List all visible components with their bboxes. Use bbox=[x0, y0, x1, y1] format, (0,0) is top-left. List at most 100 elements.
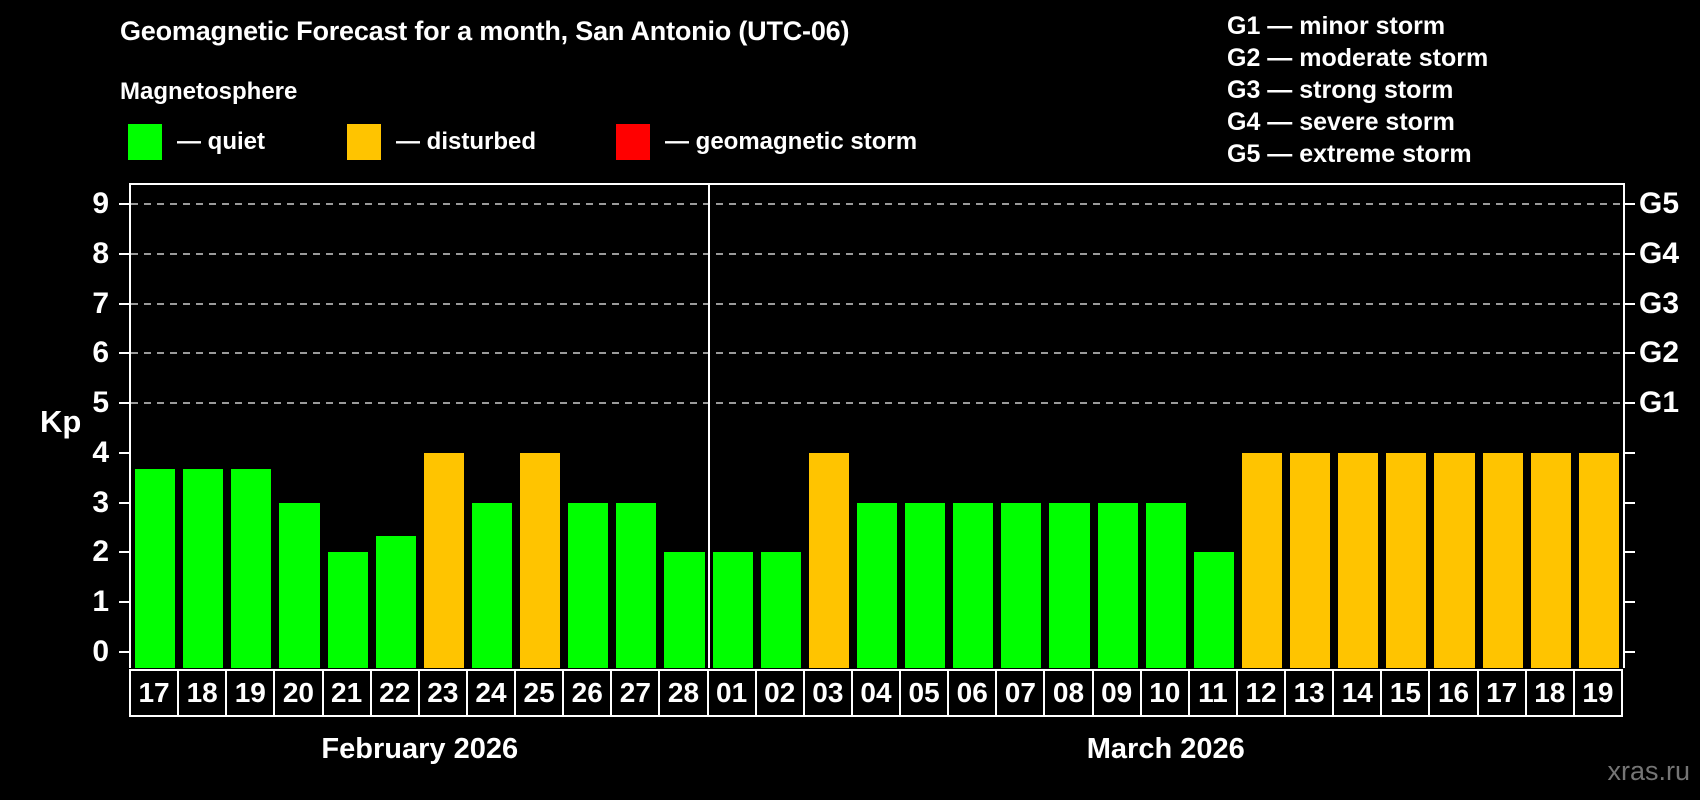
y-tick bbox=[119, 501, 131, 504]
right-axis-label-g2: G2 bbox=[1639, 336, 1680, 370]
y-tick-label: 3 bbox=[92, 485, 109, 519]
g-scale-legend: G1 — minor storm G2 — moderate storm G3 … bbox=[1227, 10, 1488, 170]
kp-bar-day-15 bbox=[1386, 452, 1427, 668]
y-tick bbox=[119, 352, 131, 355]
date-cell-04: 04 bbox=[850, 669, 902, 717]
legend-item-label: — disturbed bbox=[396, 128, 537, 155]
legend-item-label: — geomagnetic storm bbox=[665, 128, 918, 155]
disturbed-color-swatch bbox=[347, 124, 381, 160]
kp-bar-day-14 bbox=[1338, 452, 1379, 668]
y-tick bbox=[119, 651, 131, 653]
date-cell-11: 11 bbox=[1187, 669, 1238, 717]
kp-bar-day-18 bbox=[183, 469, 224, 668]
kp-bar-day-05 bbox=[905, 502, 946, 668]
magnetosphere-label: Magnetosphere bbox=[120, 78, 298, 105]
y-tick bbox=[119, 252, 131, 255]
date-cell-22: 22 bbox=[369, 669, 420, 717]
gridline-g2 bbox=[131, 352, 1623, 355]
y-tick bbox=[1623, 601, 1635, 604]
kp-bar-day-22 bbox=[375, 536, 416, 668]
y-tick bbox=[119, 601, 131, 604]
kp-bar-day-03 bbox=[808, 452, 849, 668]
y-tick-label: 1 bbox=[92, 585, 109, 619]
g4-legend-line: G4 — severe storm bbox=[1227, 108, 1455, 136]
kp-bar-day-01 bbox=[712, 552, 753, 668]
date-cell-25: 25 bbox=[514, 669, 565, 717]
kp-bar-day-17 bbox=[135, 469, 176, 668]
y-tick-label: 6 bbox=[92, 336, 109, 370]
month-label: February 2026 bbox=[321, 733, 519, 765]
y-tick bbox=[1623, 501, 1635, 504]
kp-bar-day-28 bbox=[664, 552, 705, 668]
date-cell-07: 07 bbox=[995, 669, 1046, 717]
date-cell-19: 19 bbox=[225, 669, 276, 717]
kp-bar-day-19 bbox=[1578, 452, 1619, 668]
date-cell-19: 19 bbox=[1572, 669, 1623, 717]
y-tick bbox=[119, 451, 131, 454]
date-cell-18: 18 bbox=[1524, 669, 1575, 717]
date-cell-17: 17 bbox=[1476, 669, 1527, 717]
date-cell-20: 20 bbox=[273, 669, 324, 717]
date-cell-28: 28 bbox=[658, 669, 709, 717]
kp-bar-day-04 bbox=[856, 502, 898, 668]
y-tick bbox=[1623, 302, 1635, 305]
kp-bar-day-17 bbox=[1482, 452, 1523, 668]
kp-bar-day-25 bbox=[520, 452, 561, 668]
date-cell-10: 10 bbox=[1139, 669, 1190, 717]
y-tick bbox=[1623, 651, 1635, 653]
y-tick bbox=[1623, 352, 1635, 355]
kp-bar-day-16 bbox=[1434, 452, 1475, 668]
date-cell-27: 27 bbox=[610, 669, 661, 717]
kp-bar-day-06 bbox=[953, 502, 994, 668]
y-tick-label: 4 bbox=[92, 435, 109, 469]
right-axis-label-g3: G3 bbox=[1639, 286, 1680, 320]
kp-bar-day-11 bbox=[1193, 552, 1234, 668]
month-label: March 2026 bbox=[1086, 733, 1245, 765]
y-tick-label: 7 bbox=[92, 286, 109, 320]
kp-bar-day-18 bbox=[1530, 452, 1571, 668]
gridline-g3 bbox=[131, 302, 1623, 305]
date-cell-03: 03 bbox=[802, 669, 853, 717]
date-cell-08: 08 bbox=[1043, 669, 1094, 717]
kp-bar-day-19 bbox=[231, 469, 272, 668]
date-cell-14: 14 bbox=[1332, 669, 1383, 717]
date-cell-16: 16 bbox=[1428, 669, 1479, 717]
kp-bar-day-24 bbox=[471, 502, 513, 668]
y-tick-label: 2 bbox=[92, 535, 109, 569]
y-tick bbox=[1623, 252, 1635, 255]
storm-color-swatch bbox=[616, 124, 650, 160]
date-cell-13: 13 bbox=[1284, 669, 1335, 717]
kp-bar-day-20 bbox=[279, 502, 320, 668]
kp-bar-day-09 bbox=[1097, 502, 1138, 668]
gridline-g5 bbox=[131, 202, 1623, 205]
y-tick bbox=[1623, 551, 1635, 554]
g3-legend-line: G3 — strong storm bbox=[1227, 76, 1454, 104]
kp-bar-day-26 bbox=[568, 502, 609, 668]
kp-bar-day-21 bbox=[327, 552, 368, 668]
date-cell-17: 17 bbox=[129, 669, 180, 717]
kp-bar-day-10 bbox=[1145, 502, 1186, 668]
date-cell-12: 12 bbox=[1235, 669, 1287, 717]
y-tick bbox=[119, 551, 131, 554]
legend-item-quiet: — quiet bbox=[128, 124, 265, 160]
legend-item-label: — quiet bbox=[177, 128, 265, 155]
watermark: xras.ru bbox=[1607, 756, 1690, 786]
g2-legend-line: G2 — moderate storm bbox=[1227, 44, 1489, 72]
g5-legend-line: G5 — extreme storm bbox=[1227, 140, 1472, 168]
right-axis-label-g5: G5 bbox=[1639, 186, 1680, 220]
y-tick bbox=[1623, 402, 1635, 405]
plot-area: G1 G2 G3 G4 G5 0 1 2 3 4 5 6 7 8 9 bbox=[92, 183, 1679, 668]
y-tick bbox=[119, 402, 131, 405]
date-cell-05: 05 bbox=[899, 669, 950, 717]
y-tick-label: 9 bbox=[92, 186, 109, 220]
kp-bar-day-13 bbox=[1290, 452, 1331, 668]
page-title: Geomagnetic Forecast for a month, San An… bbox=[120, 16, 850, 46]
legend-item-storm: — geomagnetic storm bbox=[616, 124, 917, 160]
date-axis: 17 18 19 20 21 22 23 24 25 26 27 28 01 02 03 04 05 06 07 08… bbox=[129, 669, 1629, 719]
y-tick bbox=[119, 202, 131, 205]
date-cell-02: 02 bbox=[754, 669, 805, 717]
y-tick-label: 8 bbox=[92, 236, 109, 270]
kp-bar-day-27 bbox=[616, 502, 657, 668]
gridline-g1 bbox=[131, 402, 1623, 405]
